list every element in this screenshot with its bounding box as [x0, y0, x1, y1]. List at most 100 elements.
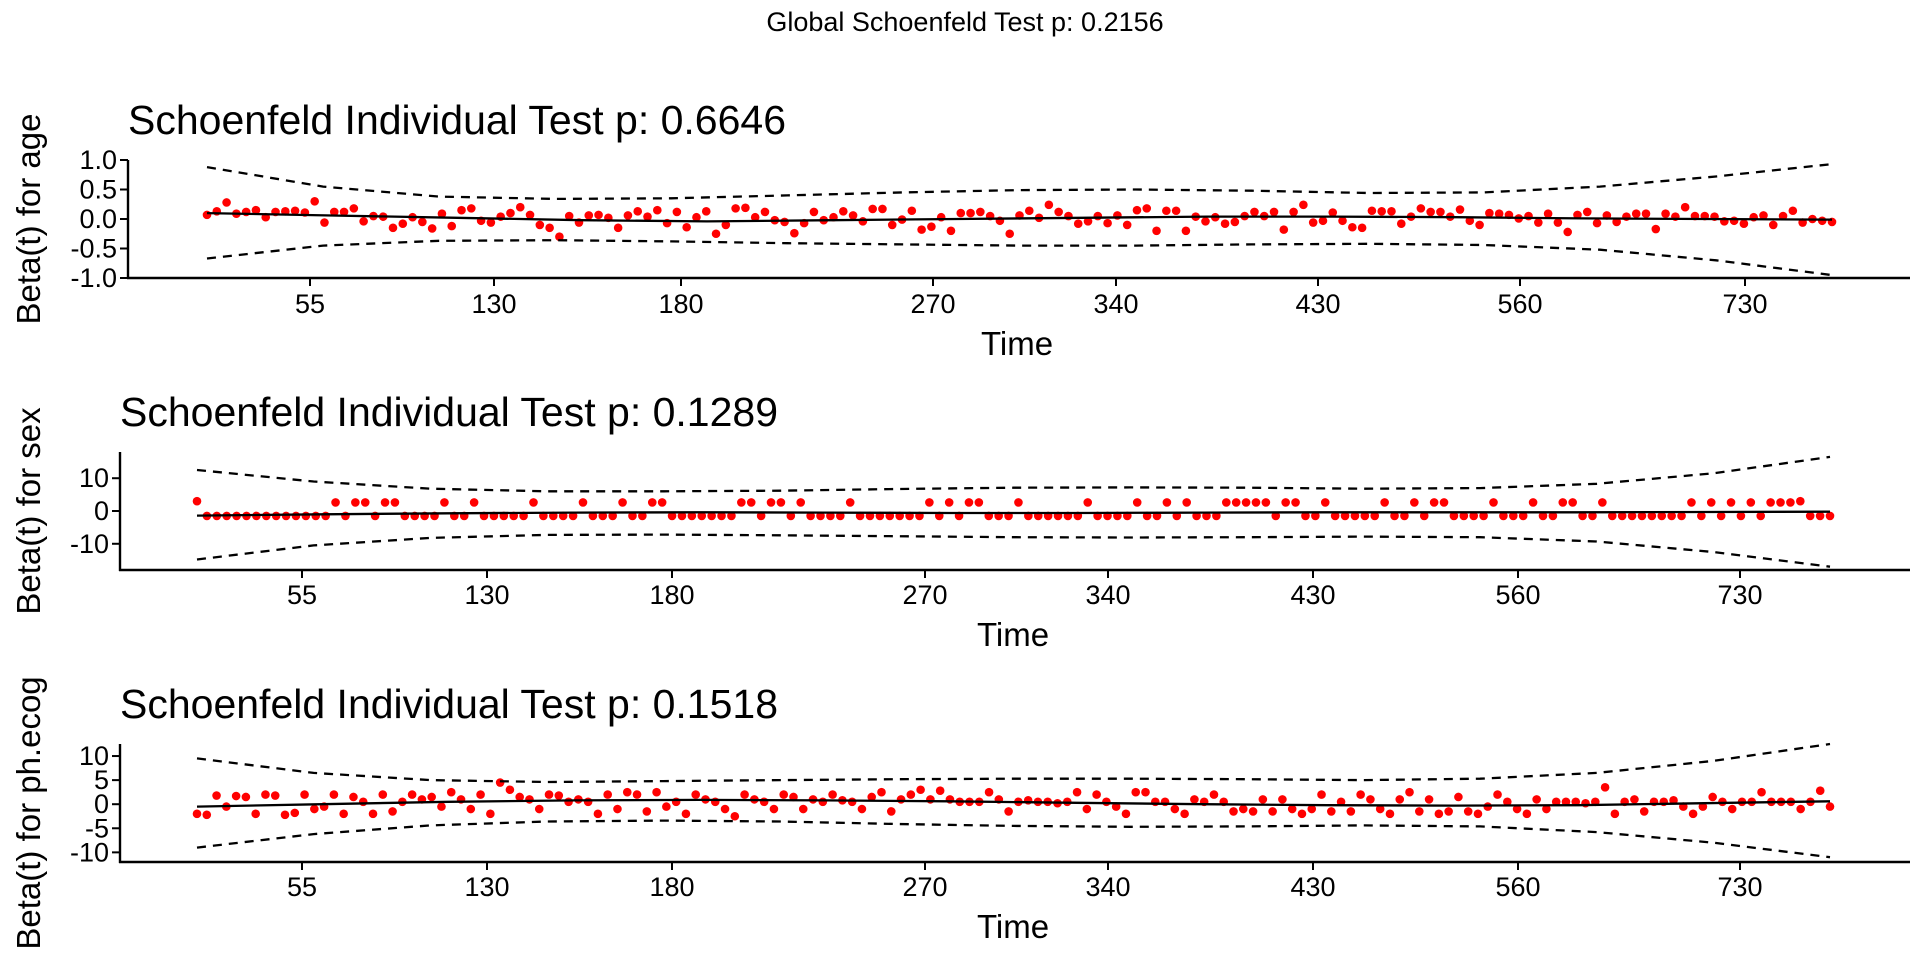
residual-point	[944, 498, 954, 507]
residual-point	[766, 498, 776, 507]
lower-confidence-band	[196, 819, 1831, 859]
residual-point	[578, 498, 588, 507]
residual-point	[652, 787, 661, 797]
residual-point	[956, 208, 966, 218]
residual-point	[847, 797, 857, 807]
residual-point	[692, 212, 701, 222]
residual-point	[310, 804, 319, 814]
residual-point	[469, 498, 479, 507]
x-tick-label: 430	[1290, 872, 1335, 902]
residual-point	[320, 218, 329, 227]
residual-point	[1258, 795, 1268, 804]
residual-point	[437, 209, 447, 218]
residual-point	[877, 787, 886, 797]
residual-point	[1568, 498, 1577, 507]
residual-point	[710, 797, 720, 807]
residual-point	[1796, 804, 1805, 814]
residual-point	[1499, 511, 1508, 521]
y-tick-label: 10	[79, 463, 109, 493]
residual-point	[515, 792, 524, 802]
residual-point	[1171, 206, 1181, 216]
residual-point	[1328, 208, 1338, 217]
residual-point	[192, 809, 202, 819]
residual-point	[1307, 804, 1317, 814]
residual-point	[505, 785, 515, 795]
x-tick-label: 340	[1085, 872, 1130, 902]
residual-point	[1261, 498, 1271, 507]
residual-point	[1817, 216, 1827, 226]
residual-point	[1688, 809, 1698, 819]
residual-point	[1082, 804, 1092, 814]
residual-point	[1454, 792, 1463, 802]
residual-point	[1551, 797, 1561, 807]
residual-point	[857, 804, 867, 814]
residual-point	[1132, 498, 1142, 507]
residual-point	[1697, 511, 1706, 521]
residual-point	[828, 790, 837, 799]
upper-confidence-band	[206, 162, 1833, 201]
residual-point	[331, 498, 340, 507]
residual-point	[769, 804, 779, 814]
residual-point	[457, 205, 466, 215]
x-tick-label: 130	[464, 580, 509, 610]
residual-point	[1103, 218, 1112, 228]
residual-point	[1122, 220, 1132, 230]
residual-point	[701, 207, 711, 216]
residual-point	[1667, 511, 1676, 521]
residual-point	[1395, 795, 1405, 804]
residual-point	[300, 790, 309, 799]
residual-point	[1209, 790, 1219, 799]
y-axis-label: Beta(t) for age	[10, 114, 47, 325]
x-tick-label: 560	[1497, 289, 1542, 319]
residual-point	[1181, 226, 1191, 236]
residual-point	[1180, 809, 1189, 819]
y-tick-label: -1.0	[70, 263, 117, 293]
residual-point	[1503, 797, 1512, 807]
residual-point	[1162, 206, 1171, 216]
residual-point	[1004, 807, 1013, 816]
residual-point	[1726, 498, 1736, 507]
residual-point	[291, 511, 301, 521]
residual-point	[1044, 200, 1054, 210]
residual-point	[1385, 809, 1395, 819]
residual-point	[388, 807, 397, 816]
residual-point	[1251, 498, 1261, 507]
residual-point	[740, 790, 749, 799]
residual-point	[790, 228, 799, 238]
residual-point	[339, 809, 348, 819]
residual-point	[1805, 511, 1815, 521]
residual-point	[310, 197, 319, 206]
residual-point	[202, 810, 212, 820]
residual-point	[746, 498, 756, 507]
residual-point	[251, 809, 260, 819]
residual-point	[281, 511, 291, 521]
residual-point	[1465, 216, 1475, 226]
residual-point	[1469, 511, 1479, 521]
x-tick-label: 270	[902, 872, 947, 902]
residual-point	[1083, 217, 1093, 226]
upper-confidence-band	[196, 742, 1831, 784]
residual-point	[1024, 206, 1034, 216]
residual-point	[806, 511, 815, 521]
x-axis-label: Time	[977, 616, 1049, 653]
residual-point	[202, 210, 212, 220]
residual-point	[349, 204, 359, 213]
residual-point	[1493, 790, 1502, 799]
x-tick-label: 130	[464, 872, 509, 902]
residual-point	[1410, 498, 1419, 507]
residual-point	[437, 802, 446, 811]
residual-point	[1326, 807, 1336, 816]
residual-point	[476, 790, 485, 799]
residual-point	[1825, 511, 1835, 521]
residual-point	[1639, 807, 1649, 816]
residual-point	[1014, 498, 1023, 507]
residual-point	[231, 791, 241, 801]
residual-point	[1201, 217, 1210, 226]
x-axis-label: Time	[981, 325, 1053, 362]
residual-point	[1396, 219, 1406, 229]
y-tick-label: 0	[94, 496, 109, 526]
residual-point	[251, 205, 261, 215]
residual-point	[618, 498, 627, 507]
residual-point	[671, 797, 681, 807]
residual-point	[584, 211, 594, 220]
